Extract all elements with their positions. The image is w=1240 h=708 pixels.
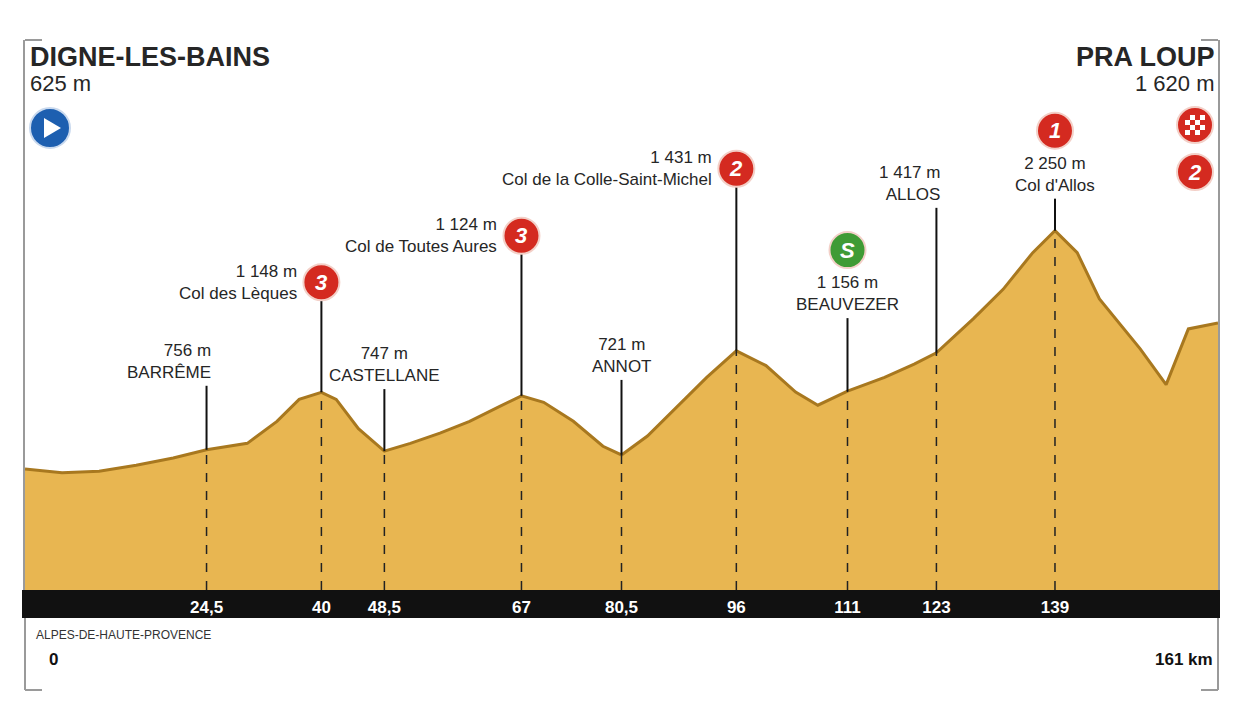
svg-text:747 mCASTELLANE: 747 mCASTELLANE (329, 344, 440, 385)
svg-text:0: 0 (49, 650, 58, 669)
svg-text:721 mANNOT: 721 mANNOT (592, 335, 652, 376)
svg-text:40: 40 (312, 598, 331, 617)
svg-text:1 124 mCol de Toutes Aures: 1 124 mCol de Toutes Aures (345, 215, 497, 256)
svg-text:139: 139 (1041, 598, 1069, 617)
svg-text:756 mBARRÊME: 756 mBARRÊME (127, 341, 211, 382)
svg-text:625 m: 625 m (30, 71, 91, 96)
svg-text:DIGNE-LES-BAINS: DIGNE-LES-BAINS (30, 42, 270, 72)
svg-text:ALPES-DE-HAUTE-PROVENCE: ALPES-DE-HAUTE-PROVENCE (36, 628, 211, 642)
svg-text:111: 111 (834, 598, 861, 617)
svg-text:1 417 mALLOS: 1 417 mALLOS (879, 163, 940, 204)
svg-text:80,5: 80,5 (605, 598, 638, 617)
svg-text:96: 96 (727, 598, 746, 617)
svg-text:2: 2 (1188, 160, 1202, 185)
svg-text:1 156 mBEAUVEZER: 1 156 mBEAUVEZER (796, 273, 899, 314)
svg-text:67: 67 (512, 598, 531, 617)
svg-text:48,5: 48,5 (368, 598, 401, 617)
svg-text:24,5: 24,5 (190, 598, 223, 617)
svg-text:3: 3 (315, 270, 327, 295)
svg-text:2: 2 (729, 156, 743, 181)
svg-text:2 250 mCol d'Allos: 2 250 mCol d'Allos (1015, 154, 1095, 195)
svg-text:1: 1 (1049, 118, 1061, 143)
svg-text:1 620 m: 1 620 m (1135, 71, 1215, 96)
svg-text:1 148 mCol des Lèques: 1 148 mCol des Lèques (179, 262, 297, 303)
svg-text:1 431 mCol de la Colle-Saint-M: 1 431 mCol de la Colle-Saint-Michel (502, 148, 712, 189)
svg-text:PRA LOUP: PRA LOUP (1076, 42, 1215, 72)
svg-text:161 km: 161 km (1155, 650, 1213, 669)
svg-text:3: 3 (515, 223, 527, 248)
svg-text:S: S (840, 238, 855, 263)
svg-text:123: 123 (922, 598, 950, 617)
